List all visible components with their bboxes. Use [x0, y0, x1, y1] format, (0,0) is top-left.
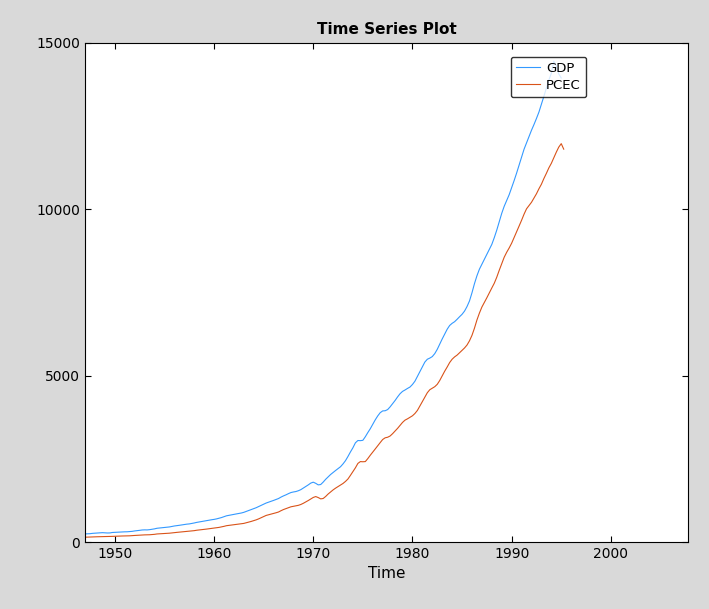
Line: PCEC: PCEC: [85, 144, 564, 537]
Line: GDP: GDP: [85, 62, 562, 534]
PCEC: [329, 486, 337, 493]
PCEC: [465, 337, 474, 345]
PCEC: [557, 140, 566, 147]
PCEC: [81, 533, 89, 541]
GDP: [435, 340, 444, 348]
Legend: GDP, PCEC: GDP, PCEC: [510, 57, 586, 97]
GDP: [81, 530, 89, 538]
GDP: [192, 519, 201, 526]
PCEC: [180, 528, 189, 535]
Title: Time Series Plot: Time Series Plot: [316, 23, 457, 37]
PCEC: [125, 532, 134, 540]
PCEC: [559, 146, 568, 153]
PCEC: [306, 495, 315, 502]
GDP: [557, 74, 566, 82]
GDP: [272, 496, 280, 503]
X-axis label: Time: Time: [368, 566, 405, 582]
GDP: [549, 58, 558, 65]
GDP: [376, 409, 384, 417]
GDP: [438, 336, 447, 343]
GDP: [255, 503, 263, 510]
PCEC: [450, 353, 459, 361]
